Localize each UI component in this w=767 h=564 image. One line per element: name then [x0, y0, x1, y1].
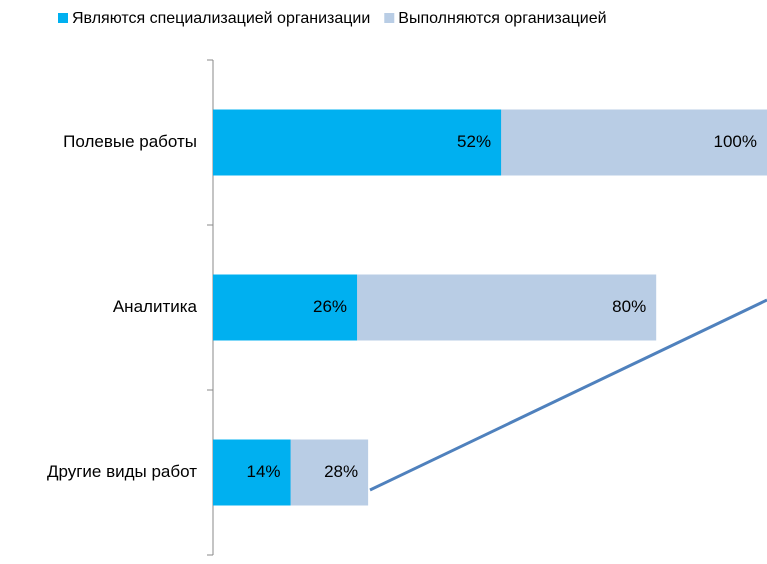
decor-line: [369, 298, 767, 492]
bar: [213, 274, 358, 341]
legend-swatch: [58, 13, 68, 23]
legend-label: Являются специализацией организации: [72, 10, 370, 27]
y-tick-label: Полевые работы: [63, 132, 197, 151]
legend-swatch: [384, 13, 395, 23]
y-tick-label: Аналитика: [113, 297, 198, 316]
y-tick-label: Другие виды работ: [47, 462, 197, 481]
value-label: 28%: [324, 462, 358, 481]
legend-label: Выполняются организацией: [398, 10, 606, 27]
value-label: 80%: [612, 297, 646, 316]
bar: [213, 109, 502, 176]
value-label: 14%: [247, 462, 281, 481]
value-label: 100%: [714, 132, 757, 151]
bar: [213, 439, 291, 506]
value-label: 52%: [457, 132, 491, 151]
value-label: 26%: [313, 297, 347, 316]
